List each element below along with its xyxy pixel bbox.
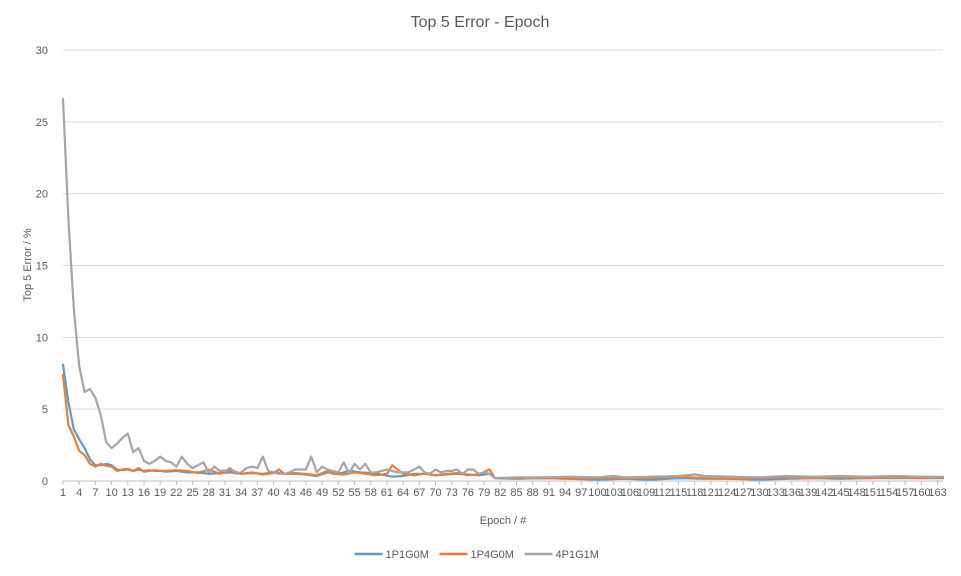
x-tick-label: 55 bbox=[348, 487, 360, 499]
x-tick-label: 43 bbox=[284, 487, 296, 499]
x-tick-label: 19 bbox=[154, 487, 166, 499]
x-tick-label: 28 bbox=[203, 487, 215, 499]
x-tick-label: 46 bbox=[300, 487, 312, 499]
y-tick-label: 15 bbox=[36, 261, 48, 273]
x-tick-label: 124 bbox=[718, 487, 736, 499]
y-tick-label: 25 bbox=[36, 117, 48, 129]
x-tick-label: 64 bbox=[397, 487, 409, 499]
x-axis-title: Epoch / # bbox=[480, 515, 527, 527]
x-tick-label: 154 bbox=[880, 487, 898, 499]
x-tick-label: 97 bbox=[575, 487, 587, 499]
x-tick-label: 34 bbox=[235, 487, 247, 499]
x-tick-label: 4 bbox=[76, 487, 82, 499]
x-tick-label: 58 bbox=[365, 487, 377, 499]
x-tick-label: 109 bbox=[637, 487, 655, 499]
legend-label: 1P4G0M bbox=[471, 549, 514, 561]
x-tick-label: 25 bbox=[186, 487, 198, 499]
x-tick-label: 82 bbox=[494, 487, 506, 499]
x-tick-label: 112 bbox=[653, 487, 671, 499]
x-tick-label: 76 bbox=[462, 487, 474, 499]
series-lines bbox=[61, 97, 945, 481]
x-tick-label: 31 bbox=[219, 487, 231, 499]
x-tick-label: 121 bbox=[702, 487, 720, 499]
series-line-1p4g0m bbox=[61, 373, 945, 480]
y-tick-label: 0 bbox=[42, 476, 48, 488]
x-tick-label: 115 bbox=[670, 487, 688, 499]
x-axis-ticks: 1 4 7 10 13 16 19 22 25 28 31 34 37 40 43 46 49 52 55 58 61 6… bbox=[60, 481, 947, 499]
x-tick-label: 67 bbox=[413, 487, 425, 499]
series-line-4p1g1m bbox=[61, 97, 945, 480]
x-tick-label: 73 bbox=[446, 487, 458, 499]
y-tick-label: 5 bbox=[42, 404, 48, 416]
x-tick-label: 157 bbox=[896, 487, 914, 499]
x-tick-label: 145 bbox=[831, 487, 849, 499]
x-tick-label: 49 bbox=[316, 487, 328, 499]
x-tick-label: 148 bbox=[847, 487, 865, 499]
y-tick-label: 30 bbox=[36, 45, 48, 57]
y-tick-label: 10 bbox=[36, 332, 48, 344]
x-tick-label: 1 bbox=[60, 487, 66, 499]
x-tick-label: 139 bbox=[799, 487, 817, 499]
x-tick-label: 103 bbox=[604, 487, 622, 499]
legend-label: 4P1G1M bbox=[556, 549, 599, 561]
x-tick-label: 22 bbox=[170, 487, 182, 499]
x-tick-label: 52 bbox=[332, 487, 344, 499]
y-axis-ticks: 0 5 10 15 20 25 30 bbox=[36, 45, 48, 488]
y-axis-title: Top 5 Error / % bbox=[22, 228, 34, 302]
x-tick-label: 16 bbox=[138, 487, 150, 499]
x-tick-label: 160 bbox=[912, 487, 930, 499]
x-tick-label: 136 bbox=[783, 487, 801, 499]
x-tick-label: 10 bbox=[105, 487, 117, 499]
x-tick-label: 40 bbox=[267, 487, 279, 499]
x-tick-label: 37 bbox=[251, 487, 263, 499]
x-tick-label: 133 bbox=[766, 487, 784, 499]
x-tick-label: 100 bbox=[588, 487, 606, 499]
legend-label: 1P1G0M bbox=[386, 549, 429, 561]
x-tick-label: 127 bbox=[734, 487, 752, 499]
gridlines bbox=[63, 49, 943, 482]
x-tick-label: 106 bbox=[621, 487, 639, 499]
x-tick-label: 79 bbox=[478, 487, 490, 499]
x-tick-label: 85 bbox=[510, 487, 522, 499]
chart-title: Top 5 Error - Epoch bbox=[411, 14, 550, 31]
x-tick-label: 151 bbox=[864, 487, 882, 499]
x-tick-label: 7 bbox=[92, 487, 98, 499]
y-tick-label: 20 bbox=[36, 189, 48, 201]
x-tick-label: 130 bbox=[750, 487, 768, 499]
x-tick-label: 61 bbox=[381, 487, 393, 499]
x-tick-label: 70 bbox=[429, 487, 441, 499]
series-line-1p1g0m bbox=[61, 363, 945, 481]
legend: 1P1G0M 1P4G0M 4P1G1M bbox=[354, 549, 599, 561]
x-tick-label: 94 bbox=[559, 487, 571, 499]
x-tick-label: 142 bbox=[815, 487, 833, 499]
x-tick-label: 88 bbox=[527, 487, 539, 499]
x-tick-label: 91 bbox=[543, 487, 555, 499]
x-tick-label: 13 bbox=[122, 487, 134, 499]
x-tick-label: 118 bbox=[686, 487, 704, 499]
x-tick-label: 163 bbox=[928, 487, 946, 499]
